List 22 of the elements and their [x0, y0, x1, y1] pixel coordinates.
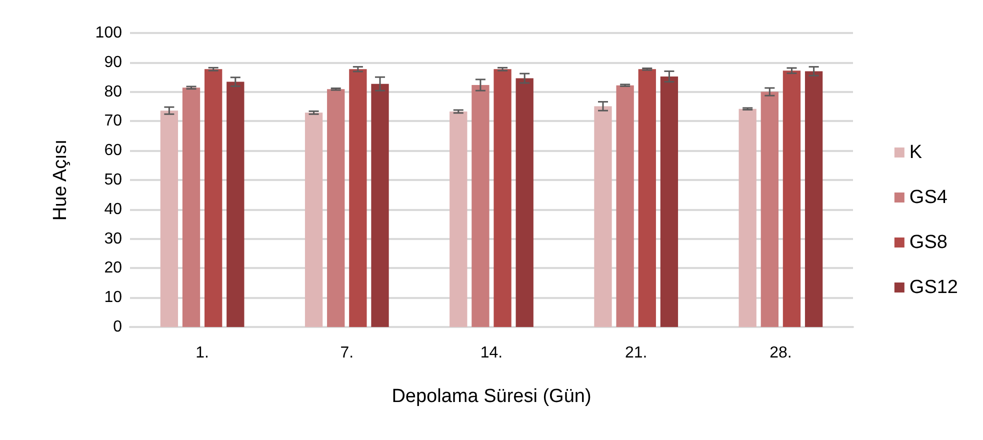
y-tick-label: 80 — [104, 83, 122, 100]
x-tick-label: 7. — [340, 344, 354, 362]
legend-label: GS4 — [909, 187, 948, 208]
x-tick-label: 1. — [196, 344, 209, 362]
x-tick-label: 21. — [624, 344, 648, 362]
y-tick-label: 90 — [104, 54, 122, 71]
legend-label: GS12 — [909, 277, 958, 298]
y-tick-label: 10 — [104, 289, 122, 306]
legend-label: GS8 — [909, 232, 948, 253]
y-tick-label: 40 — [104, 200, 122, 218]
y-tick-label: 0 — [113, 318, 122, 336]
x-axis-title: Depolama Süresi (Gün) — [392, 386, 592, 407]
y-tick-label: 70 — [104, 112, 122, 130]
y-tick-label: 20 — [104, 260, 122, 277]
y-axis-title: Hue Açısı — [50, 139, 71, 221]
y-tick-label: 50 — [104, 172, 122, 188]
y-tick-label: 60 — [104, 142, 122, 160]
x-tick-label: 28. — [770, 344, 792, 362]
x-tick-label: 14. — [480, 344, 503, 362]
legend-label: K — [909, 142, 922, 163]
y-tick-label: 30 — [104, 230, 122, 248]
y-tick-label: 100 — [95, 24, 122, 42]
